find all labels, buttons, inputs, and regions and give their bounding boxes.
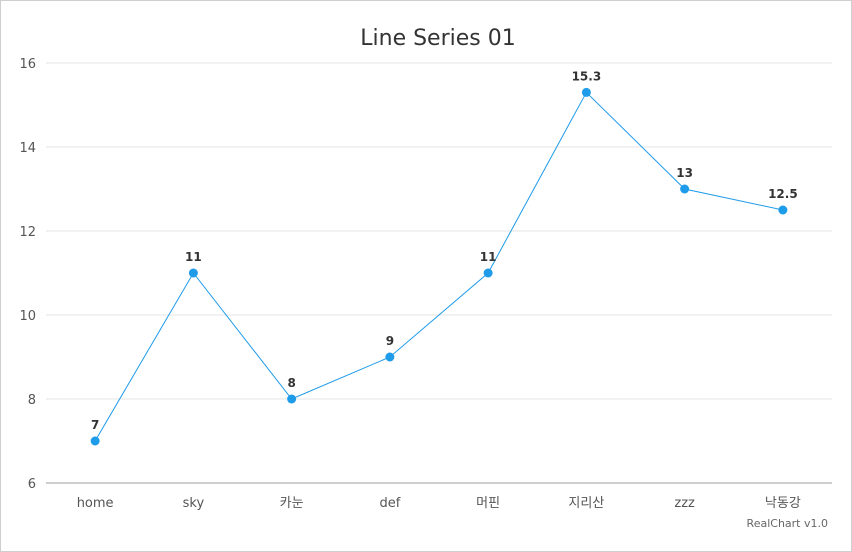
y-tick-label: 6 bbox=[28, 477, 36, 492]
data-label: 12.5 bbox=[768, 187, 798, 201]
chart-title: Line Series 01 bbox=[360, 26, 515, 51]
y-tick-label: 16 bbox=[19, 57, 36, 72]
x-tick-label: home bbox=[77, 496, 114, 511]
series-line bbox=[94, 91, 783, 442]
data-label: 9 bbox=[386, 334, 394, 348]
data-point[interactable] bbox=[385, 352, 395, 362]
y-tick-label: 14 bbox=[19, 141, 36, 156]
data-point[interactable] bbox=[581, 87, 591, 97]
y-tick-label: 10 bbox=[19, 309, 36, 324]
data-label: 15.3 bbox=[572, 69, 602, 83]
data-point[interactable] bbox=[680, 184, 690, 194]
x-tick-label: 지리산 bbox=[568, 496, 604, 511]
data-point[interactable] bbox=[778, 205, 788, 215]
chart-credit: RealChart v1.0 bbox=[747, 517, 828, 530]
x-tick-label: sky bbox=[183, 496, 205, 511]
x-tick-label: zzz bbox=[674, 496, 695, 511]
x-tick-label: 머핀 bbox=[476, 496, 500, 511]
data-point[interactable] bbox=[188, 268, 198, 278]
x-tick-label: def bbox=[379, 496, 400, 511]
y-tick-label: 12 bbox=[19, 225, 36, 240]
y-axis: 6 8 10 12 14 16 bbox=[19, 57, 36, 492]
data-point[interactable] bbox=[483, 268, 493, 278]
x-axis: home sky 카눈 def 머핀 지리산 zzz 낙동강 bbox=[46, 482, 832, 511]
data-label: 11 bbox=[480, 250, 497, 264]
y-tick-label: 8 bbox=[28, 393, 36, 408]
data-label: 7 bbox=[91, 418, 99, 432]
x-tick-label: 카눈 bbox=[280, 496, 304, 511]
series-layer bbox=[90, 87, 788, 446]
data-label: 13 bbox=[676, 166, 693, 180]
x-tick-label: 낙동강 bbox=[765, 496, 801, 511]
grid-layer bbox=[46, 62, 832, 400]
data-point[interactable] bbox=[287, 394, 297, 404]
data-label: 11 bbox=[185, 250, 202, 264]
data-label: 8 bbox=[287, 376, 295, 390]
data-point[interactable] bbox=[90, 436, 100, 446]
data-label-layer: 7 11 8 9 11 15.3 13 12.5 bbox=[91, 69, 798, 432]
